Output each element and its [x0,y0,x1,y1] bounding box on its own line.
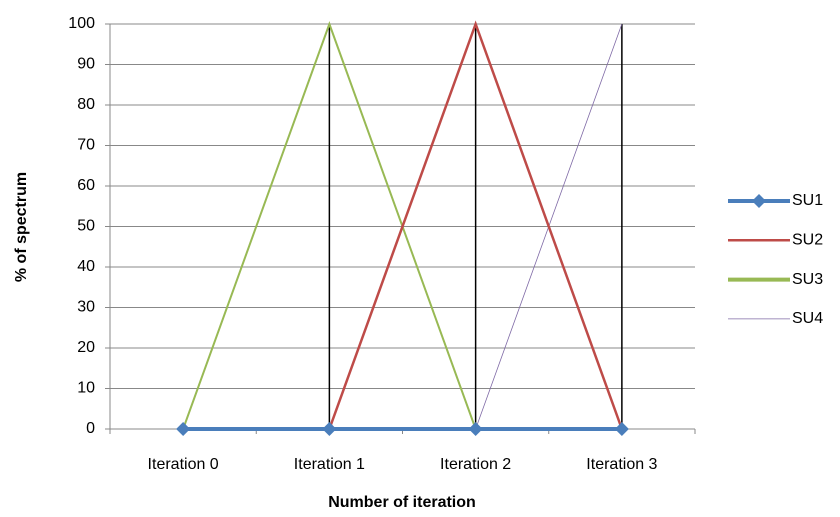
y-tick-label: 100 [68,15,95,32]
y-tick-label: 50 [77,218,95,235]
x-tick-label: Iteration 0 [148,456,219,473]
y-tick-label: 0 [86,420,95,437]
x-axis-label: Number of iteration [328,494,476,511]
y-tick-label: 90 [77,56,95,73]
x-tick-label: Iteration 2 [440,456,511,473]
legend-label: SU3 [792,271,823,288]
y-axis-label: % of spectrum [13,172,30,282]
y-tick-label: 40 [77,258,95,275]
legend-label: SU2 [792,232,823,249]
marker [322,422,337,436]
y-tick-label: 70 [77,137,95,154]
legend-label: SU4 [792,310,823,327]
x-tick-label: Iteration 1 [294,456,365,473]
marker [176,422,191,436]
y-tick-label: 80 [77,96,95,113]
y-tick-label: 60 [77,177,95,194]
legend-marker [752,194,766,208]
x-tick-label: Iteration 3 [586,456,657,473]
y-tick-label: 10 [77,380,95,397]
legend-label: SU1 [792,192,823,209]
y-tick-label: 20 [77,339,95,356]
marker [468,422,483,436]
y-tick-label: 30 [77,299,95,316]
marker [614,422,629,436]
